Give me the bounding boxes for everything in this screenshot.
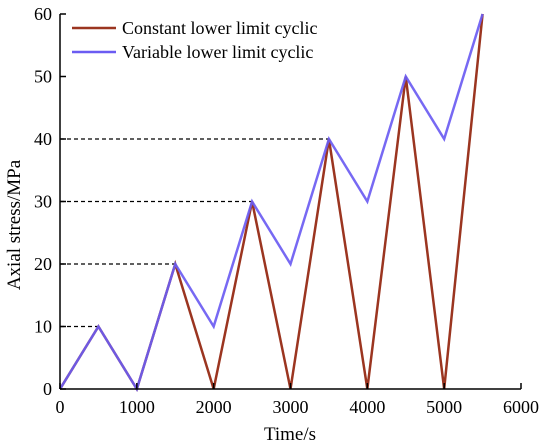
legend-label-constant: Constant lower limit cyclic bbox=[122, 18, 317, 38]
legend: Constant lower limit cyclic Variable low… bbox=[72, 18, 317, 62]
y-axis-title: Axial stress/MPa bbox=[4, 159, 25, 290]
x-tick-label: 6000 bbox=[503, 397, 539, 417]
series-layer bbox=[58, 13, 484, 393]
y-tick-label: 60 bbox=[34, 4, 52, 24]
series-line-variable bbox=[58, 13, 484, 393]
y-tick-label: 40 bbox=[34, 129, 52, 149]
x-axis-title: Time/s bbox=[264, 424, 316, 445]
x-tick-label: 1000 bbox=[119, 397, 155, 417]
y-tick-label: 0 bbox=[43, 379, 52, 399]
y-tick-label: 50 bbox=[34, 67, 52, 87]
y-tick-label: 30 bbox=[34, 192, 52, 212]
y-tick-label: 10 bbox=[34, 317, 52, 337]
axes bbox=[59, 14, 521, 390]
x-tick-label: 3000 bbox=[273, 397, 309, 417]
legend-label-variable: Variable lower limit cyclic bbox=[122, 42, 313, 62]
x-tick-label: 5000 bbox=[426, 397, 462, 417]
x-tick-label: 4000 bbox=[349, 397, 385, 417]
y-tick-label: 20 bbox=[34, 254, 52, 274]
reference-lines bbox=[60, 138, 329, 328]
ticks: 0 1000 2000 3000 4000 5000 6000 0 10 20 30 40 50 60 bbox=[34, 4, 539, 417]
x-tick-label: 2000 bbox=[196, 397, 232, 417]
x-tick-label: 0 bbox=[56, 397, 65, 417]
